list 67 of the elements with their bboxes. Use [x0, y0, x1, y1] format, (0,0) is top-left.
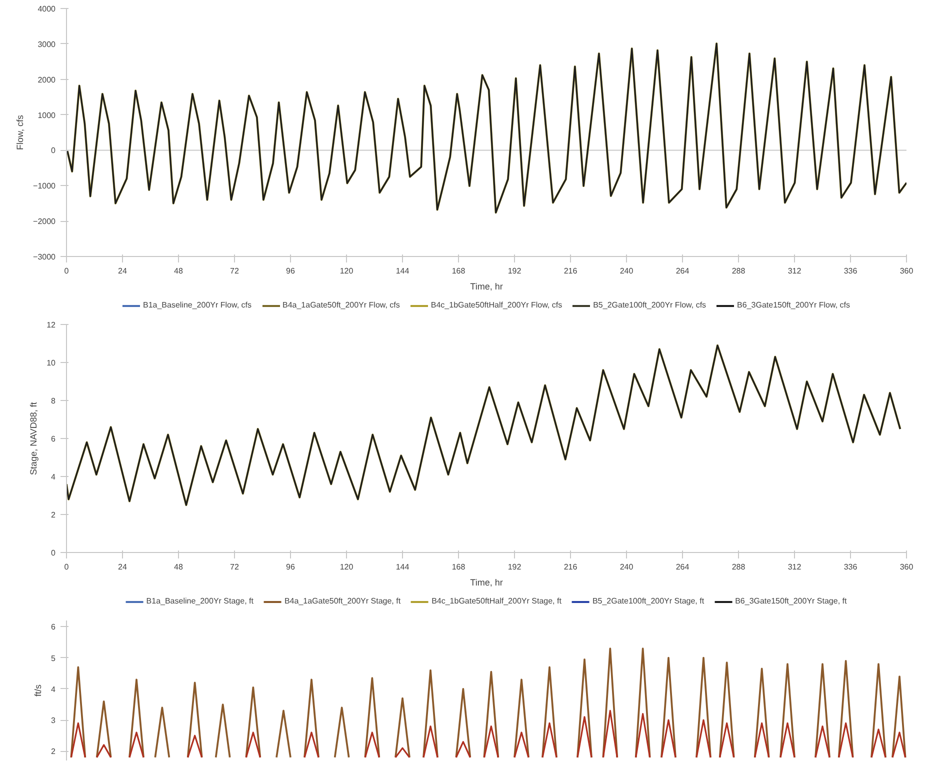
- legend-label: B5_2Gate100ft_200Yr Flow, cfs: [593, 300, 706, 310]
- legend-label: B1a_Baseline_200Yr Flow, cfs: [142, 300, 252, 310]
- x-axis-title: Time, hr: [470, 578, 503, 588]
- y-tick-label: 0: [51, 548, 56, 558]
- x-tick-label: 144: [396, 562, 410, 572]
- x-tick-label: 288: [732, 266, 746, 276]
- legend-label: B4c_1bGate50ftHalf_200Yr Stage, ft: [432, 596, 562, 606]
- x-tick-label: 192: [508, 266, 522, 276]
- y-tick-label: 5: [51, 654, 56, 663]
- x-axis-title: Time, hr: [470, 282, 503, 292]
- y-tick-label: −2000: [33, 217, 56, 226]
- y-axis-title: Flow, cfs: [15, 114, 26, 150]
- y-tick-label: 3000: [38, 40, 56, 49]
- y-tick-label: 4: [51, 472, 56, 482]
- legend-label: B6_3Gate150ft_200Yr Stage, ft: [735, 596, 847, 606]
- x-tick-label: 360: [900, 562, 914, 572]
- y-tick-label: −3000: [33, 252, 56, 262]
- legend-label: B1a_Baseline_200Yr Stage, ft: [146, 596, 254, 606]
- y-axis-title: Stage, NAVD88, ft: [28, 402, 39, 475]
- x-tick-label: 96: [286, 562, 296, 572]
- x-tick-label: 312: [788, 266, 802, 276]
- x-tick-label: 240: [620, 562, 634, 572]
- y-tick-label: 8: [51, 396, 56, 406]
- x-tick-label: 96: [286, 266, 296, 276]
- y-tick-label: 4000: [38, 4, 56, 14]
- x-tick-label: 312: [788, 562, 802, 572]
- x-tick-label: 120: [340, 562, 354, 572]
- y-tick-label: 1000: [38, 110, 56, 120]
- x-tick-label: 48: [174, 562, 184, 572]
- x-tick-label: 336: [844, 266, 858, 276]
- y-tick-label: −1000: [33, 182, 56, 191]
- legend-label: B6_3Gate150ft_200Yr Flow, cfs: [737, 300, 850, 310]
- y-tick-label: 4: [51, 684, 56, 694]
- legend-label: B5_2Gate100ft_200Yr Stage, ft: [592, 596, 704, 606]
- x-tick-label: 336: [844, 562, 858, 572]
- x-tick-label: 216: [564, 266, 578, 276]
- y-tick-label: 2: [51, 510, 56, 520]
- y-tick-label: 12: [46, 320, 56, 330]
- legend-label: B4a_1aGate50ft_200Yr Stage, ft: [284, 596, 401, 606]
- x-tick-label: 144: [396, 266, 410, 276]
- x-tick-label: 120: [340, 266, 354, 276]
- x-tick-label: 288: [732, 562, 746, 572]
- y-tick-label: 10: [46, 358, 56, 368]
- x-tick-label: 264: [676, 266, 690, 276]
- x-tick-label: 72: [230, 562, 240, 572]
- x-tick-label: 192: [508, 562, 522, 572]
- legend-label: B4a_1aGate50ft_200Yr Flow, cfs: [282, 300, 400, 310]
- x-tick-label: 264: [676, 562, 690, 572]
- x-tick-label: 24: [118, 562, 128, 572]
- x-tick-label: 0: [64, 266, 70, 276]
- x-tick-label: 360: [900, 266, 914, 276]
- x-tick-label: 240: [620, 266, 634, 276]
- y-tick-label: 0: [51, 146, 56, 156]
- legend-label: B4c_1bGate50ftHalf_200Yr Flow, cfs: [430, 300, 562, 310]
- x-tick-label: 0: [64, 562, 70, 572]
- x-tick-label: 48: [174, 266, 184, 276]
- x-tick-label: 216: [564, 562, 578, 572]
- x-tick-label: 168: [452, 266, 466, 276]
- x-tick-label: 168: [452, 562, 466, 572]
- y-tick-label: 2: [51, 747, 56, 756]
- y-tick-label: 2000: [38, 75, 56, 84]
- y-tick-label: 6: [51, 434, 56, 444]
- y-tick-label: 3: [51, 716, 56, 726]
- x-tick-label: 24: [118, 266, 128, 276]
- x-tick-label: 72: [230, 266, 240, 276]
- y-tick-label: 6: [51, 622, 56, 632]
- y-axis-title: ft/s: [33, 684, 44, 696]
